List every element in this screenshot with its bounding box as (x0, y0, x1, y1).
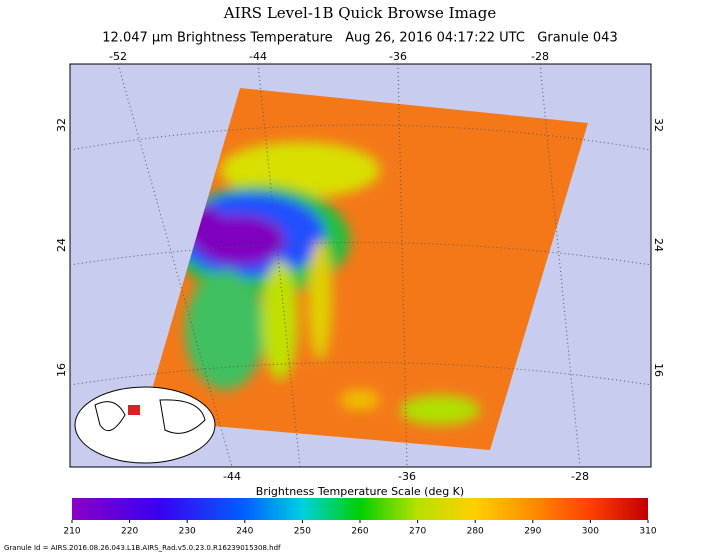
colorbar-tick-label: 240 (236, 527, 253, 537)
colorbar (72, 498, 648, 520)
subtitle: 12.047 μm Brightness Temperature Aug 26,… (102, 31, 617, 46)
colorbar-tick-label: 250 (294, 527, 311, 537)
colorbar-tick-label: 210 (63, 527, 80, 537)
lon-label: -36 (389, 50, 407, 63)
colorbar-tick-label: 290 (524, 527, 541, 537)
lon-label: -44 (249, 50, 267, 63)
lon-label: -52 (109, 50, 127, 63)
lat-labels: 32 24 16 32 24 16 (55, 118, 665, 377)
colorbar-title: Brightness Temperature Scale (deg K) (256, 485, 464, 498)
colorbar-tick-label: 230 (179, 527, 196, 537)
colorbar-tick-label: 270 (409, 527, 426, 537)
lon-label: -28 (571, 470, 589, 483)
colorbar-tick-label: 220 (121, 527, 138, 537)
lat-label: 24 (652, 238, 665, 252)
title: AIRS Level-1B Quick Browse Image (223, 4, 497, 22)
colorbar-tick-label: 300 (582, 527, 599, 537)
lat-label: 32 (55, 118, 68, 132)
lon-label: -28 (531, 50, 549, 63)
colorbar-tick-label: 260 (351, 527, 368, 537)
lon-label: -36 (398, 470, 416, 483)
lat-label: 24 (55, 238, 68, 252)
lon-labels: -52 -44 -36 -28 -44 -36 -28 (109, 50, 589, 483)
inset-globe (74, 386, 216, 464)
granule-id: Granule Id = AIRS.2016.08.26.043.L1B.AIR… (4, 544, 281, 552)
lat-label: 32 (652, 118, 665, 132)
lat-label: 16 (55, 363, 68, 377)
lon-label: -44 (223, 470, 241, 483)
lat-label: 16 (652, 363, 665, 377)
colorbar-tick-label: 310 (639, 527, 656, 537)
colorbar-tick-label: 280 (467, 527, 484, 537)
